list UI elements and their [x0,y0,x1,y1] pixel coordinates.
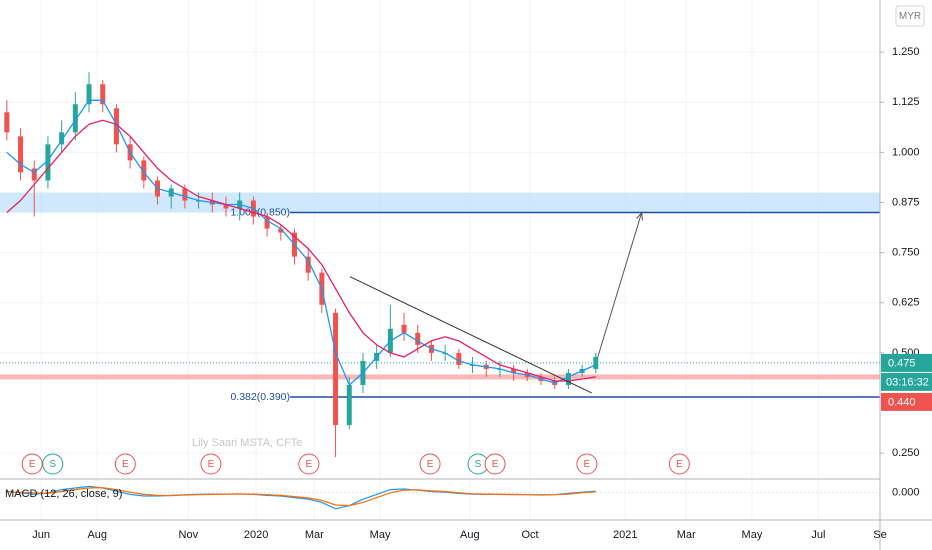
candle-body [264,216,270,229]
candle-body [72,104,78,133]
event-label: E [584,459,591,470]
candle-body [100,84,106,105]
macd-title: MACD (12, 26, close, 9) [5,488,122,500]
candle-body [305,256,311,273]
event-label: S [475,459,482,470]
candle-body [333,312,339,426]
trendline [349,276,592,394]
currency-box[interactable] [895,5,925,27]
fib-label: 0.382(0.390) [230,391,290,403]
y-tick-label: 0.000 [892,487,920,499]
projection-arrow [597,212,643,358]
candle-body [565,372,571,385]
x-tick-label: May [370,529,391,541]
candle-body [45,144,51,181]
x-tick-label: Oct [521,529,538,541]
candle-body [593,356,599,369]
candle-body [31,168,37,181]
macd-line [6,487,596,507]
x-tick-label: 2021 [613,529,637,541]
countdown: 03:16:32 [886,376,929,388]
y-tick-label: 0.625 [892,297,920,309]
candle-body [278,228,284,233]
event-marker [484,453,506,475]
event-label: S [49,459,56,470]
event-label: E [676,459,683,470]
event-label: E [208,459,215,470]
event-marker [21,453,43,475]
x-tick-label: Jul [811,529,825,541]
y-tick-label: 1.000 [892,146,920,158]
event-marker [114,453,136,475]
event-marker [200,453,222,475]
currency[interactable]: MYR [899,11,921,22]
x-tick-label: Mar [305,529,324,541]
event-label: E [306,459,313,470]
y-tick-label: 0.250 [892,447,920,459]
x-tick-label: Aug [460,529,480,541]
x-tick-label: Aug [87,529,107,541]
plot: 1.000(0.850) 0.382(0.390) [0,72,880,510]
x-tick-label: Nov [179,529,199,541]
support-box [881,392,932,411]
event-label: E [29,459,36,470]
event-label: E [122,459,129,470]
x-tick-label: 2020 [244,529,268,541]
candle-body [415,332,421,345]
moving-average [6,119,596,382]
event-marker [42,453,64,475]
fib-label: 1.000(0.850) [230,206,290,218]
candle-body [86,84,92,105]
countdown-box [881,372,932,391]
event-label: E [492,459,499,470]
candle-body [59,132,65,145]
candle-body [223,204,229,209]
last-price-box [881,353,932,372]
candle-body [456,352,462,365]
candle-body [401,324,407,333]
x-tick-label: Mar [677,529,696,541]
watermark: Lily Saari MSTA, CFTe [192,437,302,449]
candle-body [511,368,517,373]
candle-body [113,108,119,145]
event-marker [419,453,441,475]
candle-body [182,188,188,201]
event-marker [668,453,690,475]
arrow-head [636,211,644,221]
candle-body [346,384,352,426]
y-tick-label: 1.125 [892,96,920,108]
last-price-label: 0.475 [888,357,916,369]
candle-body [18,136,24,173]
moving-average [6,99,597,387]
event-label: E [427,459,434,470]
support-label: 0.440 [888,396,916,408]
support-band [0,374,880,380]
y-tick-label: 0.875 [892,196,920,208]
event-marker [576,453,598,475]
x-tick-label: May [742,529,763,541]
candle-body [141,160,147,181]
y-tick-label: 0.750 [892,247,920,259]
target-zone [0,192,880,213]
x-tick-label: Jun [32,529,50,541]
x-tick-label: Se [873,529,886,541]
event-marker [298,453,320,475]
candle-body [4,112,10,133]
y-tick-label: 1.250 [892,46,920,58]
